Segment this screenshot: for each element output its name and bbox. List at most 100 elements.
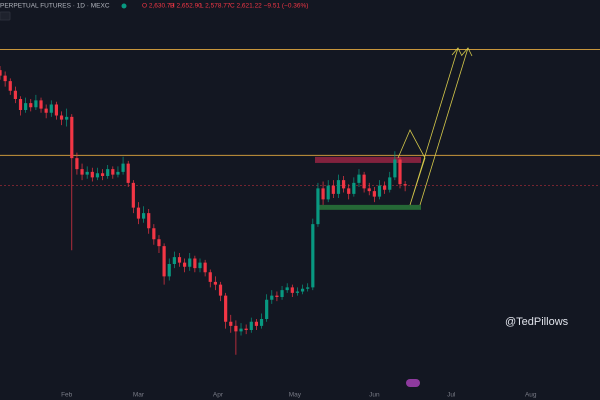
candle-body [316, 188, 320, 225]
candle-body [347, 188, 351, 194]
candle-body [131, 182, 135, 208]
watermark: @TedPillows [505, 316, 569, 328]
candle-body [259, 319, 264, 326]
candle-body [177, 257, 182, 263]
candle-body [18, 99, 23, 110]
candle-body [203, 262, 207, 273]
candle-body [141, 213, 146, 219]
candle-body [290, 287, 294, 293]
candle-body [249, 321, 253, 330]
candle-body [85, 171, 89, 175]
candle-body [234, 325, 238, 332]
candle-body [367, 188, 371, 192]
candle-body [100, 173, 105, 176]
candle-body [126, 163, 130, 183]
symbol-label: PERPETUAL FUTURES · 1D · MEXC [0, 3, 110, 10]
candle-body [136, 207, 141, 219]
candle-body [121, 163, 125, 172]
candle-body [331, 185, 335, 194]
candle-body [265, 299, 269, 319]
event-badge[interactable] [406, 379, 420, 387]
x-tick-label: Mar [133, 392, 145, 399]
header: PERPETUAL FUTURES · 1D · MEXC O 2,630.73… [0, 3, 308, 10]
candle-body [285, 287, 289, 291]
x-tick-label: Apr [213, 392, 224, 399]
candle-body [244, 328, 248, 330]
zone [315, 156, 421, 163]
candle-body [372, 191, 376, 197]
candle-body [24, 103, 28, 110]
candle-body [0, 70, 2, 76]
candle-body [275, 295, 279, 297]
candle-body [398, 159, 402, 185]
candle-body [49, 104, 53, 113]
candle-body [321, 188, 325, 200]
candle-body [224, 295, 228, 322]
candle-body [300, 288, 305, 292]
candle-body [90, 171, 94, 178]
candle-body [403, 184, 407, 186]
candle-body [59, 115, 64, 120]
candle-body [106, 169, 110, 176]
candle-body [377, 185, 382, 197]
candle-body [39, 100, 43, 109]
candle-body [341, 180, 346, 189]
candle-body [80, 169, 84, 175]
candle-body [70, 116, 74, 159]
candle-body [188, 258, 192, 267]
candle-body [183, 262, 187, 267]
candle-body [3, 75, 7, 82]
arrow-head [461, 47, 473, 57]
candle-body [362, 174, 366, 189]
candle-body [208, 272, 212, 282]
close-label: C 2,621.22 −9.51 (−0.36%) [230, 3, 308, 10]
candle-body [95, 173, 100, 178]
candle-body [8, 81, 12, 91]
low-label: L 2,578.77 [200, 3, 231, 10]
candle-body [357, 174, 361, 183]
candle-body [239, 328, 243, 332]
high-label: H 2,652.90 [170, 3, 202, 10]
candle-body [29, 103, 33, 108]
projection-line [419, 47, 469, 206]
candle-body [254, 321, 259, 326]
candle-body [172, 257, 176, 264]
x-tick-label: Jun [369, 392, 380, 399]
candle-body [229, 321, 233, 326]
candle-body [162, 246, 166, 277]
status-dot [121, 3, 127, 9]
candle-body [13, 90, 17, 99]
candle-body [75, 158, 79, 170]
x-tick-label: Feb [61, 392, 73, 399]
candle-body [218, 284, 223, 296]
candle-body [34, 100, 38, 108]
candle-body [116, 171, 120, 175]
plot: Feb Mar Apr May Jun Jul Aug [0, 49, 600, 399]
open-label: O 2,630.73 [142, 3, 175, 10]
projection [397, 47, 473, 206]
candle-body [147, 213, 151, 229]
candle-body [393, 159, 397, 178]
x-tick-label: May [289, 392, 302, 399]
indicator-toggle[interactable] [0, 11, 11, 21]
candle-body [152, 228, 156, 240]
candle-body [311, 224, 315, 288]
candle-body [352, 182, 356, 194]
arrow-head [451, 47, 463, 57]
candle-body [54, 104, 59, 116]
candle-body [383, 185, 387, 190]
candle-body [111, 169, 115, 175]
zone [318, 204, 421, 210]
candle-body [44, 108, 48, 113]
candle-body [306, 287, 310, 289]
candle-body [157, 239, 161, 247]
candle-body [167, 264, 171, 277]
candle-body [65, 116, 69, 120]
candle-body [326, 185, 330, 200]
candle-body [336, 180, 341, 194]
candle-body [213, 281, 217, 285]
candle-body [388, 177, 392, 190]
